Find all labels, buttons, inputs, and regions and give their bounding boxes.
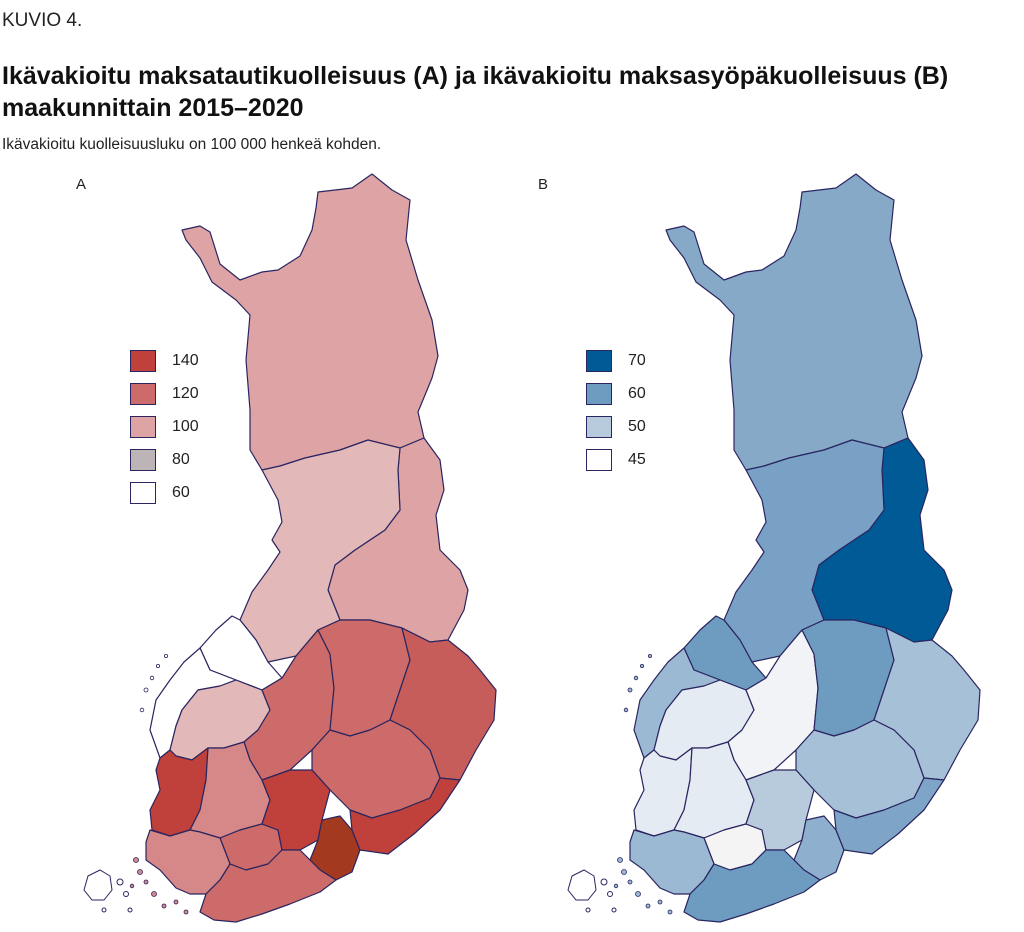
legend-swatch [130,349,156,372]
legend-swatch [130,481,156,504]
legend-label: 60 [172,483,190,501]
region-south-karelia [833,777,945,855]
legend-item: 80 [130,443,199,476]
legend-swatch [130,448,156,471]
map-panel-b: B [512,170,1024,932]
legend-label: 80 [172,450,190,468]
map-panel-a: A [0,170,512,932]
legend-item: 120 [130,377,199,410]
region-aland [567,869,617,913]
legend-label: 60 [628,384,646,402]
legend-a: 140 120 100 80 60 [130,344,199,509]
legend-swatch [586,382,612,405]
legend-item: 45 [586,443,646,476]
legend-label: 70 [628,351,646,369]
legend-swatch [586,448,612,471]
panel-label-a: A [76,176,87,193]
legend-swatch [586,415,612,438]
region-aland [83,869,133,913]
figure-label: KUVIO 4. [2,10,83,31]
region-uusimaa [683,849,821,923]
legend-swatch [130,415,156,438]
legend-label: 50 [628,417,646,435]
figure-title: Ikävakioitu maksatautikuolleisuus (A) ja… [2,62,949,122]
legend-item: 70 [586,344,646,377]
legend-item: 140 [130,344,199,377]
region-paijat-hame [261,769,331,851]
legend-label: 100 [172,417,199,435]
region-lapland [665,173,923,471]
region-uusimaa [199,849,337,923]
legend-label: 45 [628,450,646,468]
region-north-karelia [873,627,981,781]
legend-label: 120 [172,384,199,402]
region-south-karelia [349,777,461,855]
legend-item: 50 [586,410,646,443]
legend-b: 70 60 50 45 [586,344,646,476]
legend-swatch [130,382,156,405]
panel-label-b: B [538,176,549,193]
region-north-karelia [389,627,497,781]
region-paijat-hame [745,769,815,851]
finland-map-a [83,173,497,923]
region-lapland [181,173,439,471]
finland-map-b [567,173,981,923]
figure-subtitle: Ikävakioitu kuolleisuusluku on 100 000 h… [2,136,382,153]
legend-item: 100 [130,410,199,443]
legend-label: 140 [172,351,199,369]
legend-item: 60 [130,476,199,509]
legend-swatch [586,349,612,372]
legend-item: 60 [586,377,646,410]
